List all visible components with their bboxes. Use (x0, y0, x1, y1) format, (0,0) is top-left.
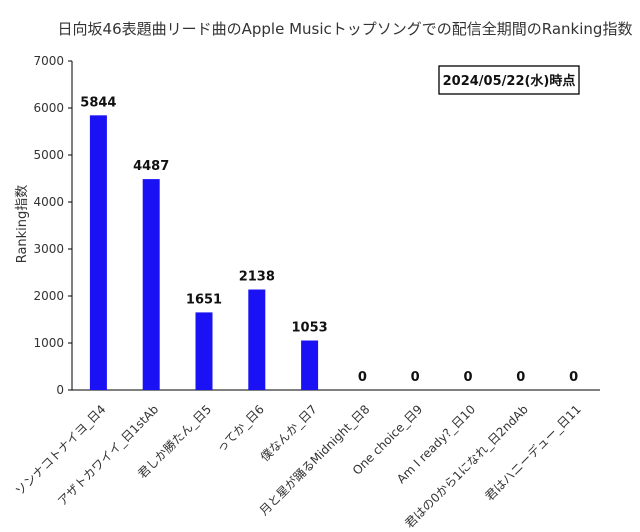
y-tick-label: 3000 (33, 242, 64, 256)
data-label: 1053 (292, 321, 328, 336)
data-label: 0 (358, 370, 367, 385)
plot-area: 0 1000 2000 3000 4000 5000 6000 7000 5844 ソンナコトナイ… (13, 54, 600, 531)
y-tick-label: 1000 (33, 336, 64, 350)
data-label: 4487 (133, 159, 169, 174)
date-annotation-box: 2024/05/22(水)時点 (438, 65, 580, 95)
data-label: 5844 (80, 95, 116, 110)
x-tick-label: 月と星が踊るMidnight_日8 (256, 402, 373, 519)
y-tick-label: 0 (56, 383, 64, 397)
y-tick-label: 4000 (33, 195, 64, 209)
bar (89, 115, 107, 390)
bar (301, 340, 319, 390)
date-annotation: 2024/05/22(水)時点 (443, 73, 576, 89)
y-tick-label: 5000 (33, 148, 64, 162)
data-label: 0 (411, 370, 420, 385)
x-tick-label: 君はハニーデュー_日11 (482, 402, 584, 504)
y-tick-label: 7000 (33, 54, 64, 68)
x-tick-label: アザトカワイイ_日1stAb (55, 402, 161, 508)
data-label: 2138 (239, 270, 275, 285)
data-label: 0 (569, 370, 578, 385)
chart-title: 日向坂46表題曲リード曲のApple Musicトップソングでの配信全期間のRa… (58, 20, 633, 38)
data-label: 0 (463, 370, 472, 385)
data-label: 1651 (186, 292, 222, 307)
y-tick-label: 2000 (33, 289, 64, 303)
bar (248, 289, 266, 390)
bar (142, 179, 160, 390)
x-tick-label: ソンナコトナイヨ_日4 (13, 402, 109, 498)
y-axis-label: Ranking指数 (15, 185, 30, 264)
data-label: 0 (516, 370, 525, 385)
y-tick-label: 6000 (33, 101, 64, 115)
bar (195, 312, 213, 390)
x-tick-label: ってか_日6 (214, 402, 267, 455)
